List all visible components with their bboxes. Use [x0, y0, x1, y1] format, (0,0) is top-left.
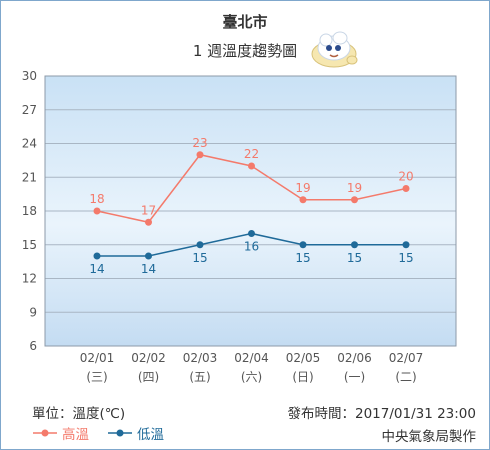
data-point-high: [196, 151, 204, 159]
x-weekday-label: (二): [395, 370, 416, 384]
weather-mascot-icon: [311, 31, 358, 68]
x-weekday-label: (一): [344, 370, 365, 384]
x-weekday-label: (四): [138, 370, 159, 384]
x-weekday-label: (日): [292, 370, 313, 384]
unit-label: 單位：溫度(℃): [32, 406, 126, 422]
data-label-high: 19: [347, 181, 362, 195]
legend-low-marker: [108, 429, 132, 437]
issued-time: 發布時間：2017/01/31 23:00: [287, 406, 476, 422]
data-label-high: 18: [89, 192, 104, 206]
x-tick-label: 02/07: [389, 351, 424, 365]
data-point-low: [299, 241, 307, 249]
data-point-high: [299, 196, 307, 204]
data-point-high: [402, 185, 410, 192]
data-point-high: [145, 218, 152, 226]
plot-border: [44, 75, 457, 347]
chart-subtitle: 1 週溫度趨勢圖: [192, 42, 298, 60]
data-label-high: 19: [295, 181, 310, 195]
y-tick-label: 24: [22, 137, 37, 151]
x-tick-label: 02/02: [131, 351, 166, 365]
data-point-high: [248, 162, 255, 170]
data-label-low: 15: [192, 251, 207, 265]
x-tick-label: 02/04: [234, 351, 269, 365]
data-label-high: 22: [244, 147, 259, 161]
legend-item-low[interactable]: 低溫: [107, 423, 164, 443]
data-point-low: [145, 252, 152, 260]
legend-low-label: 低溫: [137, 427, 164, 443]
producer-credit: 中央氣象局製作: [381, 429, 477, 445]
data-label-high: 20: [398, 170, 413, 184]
temperature-chart: 6 9 12 15 18 21 24 27 30 02/01 (三) 02/02 (四) 02/03 (五)…: [22, 69, 457, 384]
data-label-low: 16: [244, 240, 259, 254]
data-label-low: 14: [141, 262, 156, 276]
x-weekday-label: (五): [189, 370, 210, 384]
legend-high-label: 高溫: [62, 427, 89, 443]
data-point-high: [93, 207, 101, 215]
x-tick-label: 02/05: [286, 351, 321, 365]
data-point-low: [402, 241, 410, 249]
data-label-low: 15: [295, 251, 310, 265]
data-label-high: 17: [141, 203, 156, 217]
data-point-low: [248, 230, 255, 237]
y-tick-label: 15: [22, 238, 37, 252]
x-tick-label: 02/06: [337, 351, 372, 365]
y-tick-label: 27: [22, 103, 37, 117]
legend: 高溫 低溫: [32, 423, 164, 443]
data-label-low: 15: [398, 251, 413, 265]
x-tick-label: 02/03: [183, 351, 218, 365]
data-point-low: [351, 241, 358, 249]
y-tick-label: 12: [22, 272, 37, 286]
legend-high-marker: [33, 429, 57, 437]
x-weekday-label: (六): [241, 370, 262, 384]
data-point-low: [196, 241, 204, 249]
data-point-high: [351, 196, 358, 204]
legend-item-high[interactable]: 高溫: [32, 423, 89, 443]
chart-title: 臺北市: [222, 13, 268, 31]
y-tick-label: 21: [22, 170, 37, 184]
data-point-low: [93, 252, 101, 260]
data-label-low: 15: [347, 251, 362, 265]
data-label-high: 23: [192, 136, 207, 150]
y-tick-label: 30: [22, 69, 37, 83]
x-tick-label: 02/01: [80, 351, 115, 365]
data-label-low: 14: [89, 262, 104, 276]
x-weekday-label: (三): [86, 370, 107, 384]
y-tick-label: 18: [22, 204, 37, 218]
y-tick-label: 9: [29, 305, 37, 319]
y-tick-label: 6: [29, 339, 37, 353]
